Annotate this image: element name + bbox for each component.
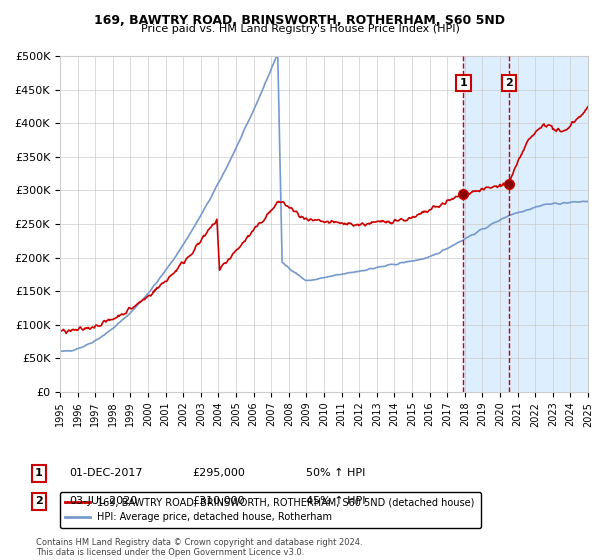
Text: 50% ↑ HPI: 50% ↑ HPI (306, 468, 365, 478)
Text: £310,000: £310,000 (192, 496, 245, 506)
Text: 45% ↑ HPI: 45% ↑ HPI (306, 496, 365, 506)
Text: Contains HM Land Registry data © Crown copyright and database right 2024.
This d: Contains HM Land Registry data © Crown c… (36, 538, 362, 557)
Text: £295,000: £295,000 (192, 468, 245, 478)
Text: Price paid vs. HM Land Registry's House Price Index (HPI): Price paid vs. HM Land Registry's House … (140, 24, 460, 34)
Text: 03-JUL-2020: 03-JUL-2020 (69, 496, 137, 506)
Text: 2: 2 (35, 496, 43, 506)
Text: 169, BAWTRY ROAD, BRINSWORTH, ROTHERHAM, S60 5ND: 169, BAWTRY ROAD, BRINSWORTH, ROTHERHAM,… (95, 14, 505, 27)
Text: 01-DEC-2017: 01-DEC-2017 (69, 468, 143, 478)
Text: 1: 1 (35, 468, 43, 478)
Legend: 169, BAWTRY ROAD, BRINSWORTH, ROTHERHAM, S60 5ND (detached house), HPI: Average : 169, BAWTRY ROAD, BRINSWORTH, ROTHERHAM,… (59, 492, 481, 528)
Bar (463, 56, 588, 392)
Text: 2: 2 (505, 78, 512, 88)
Text: 1: 1 (460, 78, 467, 88)
